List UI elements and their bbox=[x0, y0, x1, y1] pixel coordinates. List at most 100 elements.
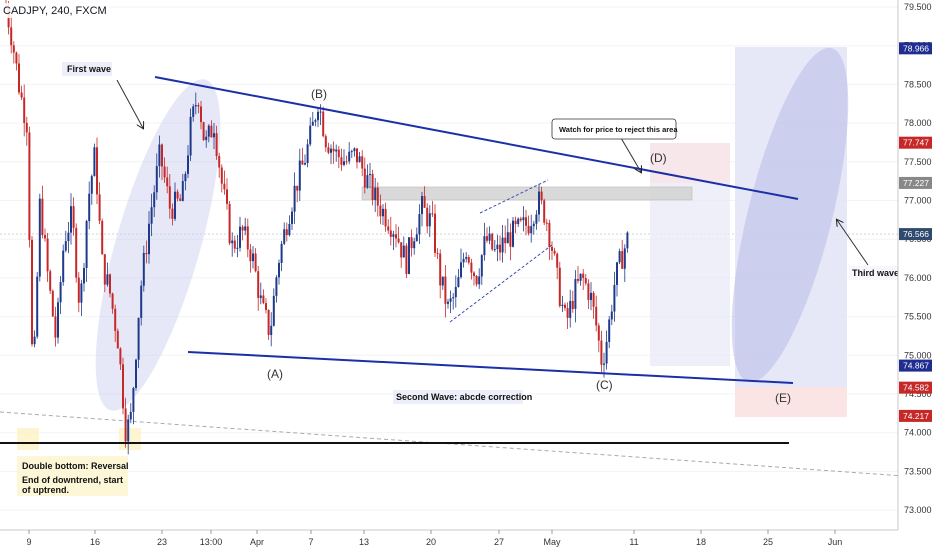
dashed-trendline bbox=[0, 411, 932, 479]
candle-body bbox=[335, 149, 338, 152]
watch-label-bg bbox=[551, 118, 677, 140]
candle-body bbox=[257, 271, 260, 298]
candle-body bbox=[512, 220, 514, 247]
candle-body bbox=[226, 189, 228, 204]
candle-body bbox=[311, 121, 314, 126]
candle-body bbox=[70, 206, 72, 233]
candle-body bbox=[205, 136, 208, 141]
candle-body bbox=[244, 226, 247, 231]
price-badge bbox=[899, 409, 932, 422]
candle-body bbox=[88, 193, 91, 222]
candle-body bbox=[540, 191, 543, 201]
x-tick-label: Jun bbox=[828, 537, 843, 547]
candle-body bbox=[301, 160, 304, 165]
candle-body bbox=[553, 250, 556, 254]
candle-body bbox=[233, 240, 236, 249]
candle-body bbox=[522, 217, 525, 221]
candle-body bbox=[314, 120, 317, 122]
candle-body bbox=[389, 230, 392, 237]
candle-body bbox=[93, 147, 96, 177]
second-wave-label-bg bbox=[393, 390, 523, 404]
price-badge bbox=[899, 359, 932, 372]
candle-body bbox=[488, 233, 491, 241]
candle-body bbox=[239, 226, 241, 248]
third-wave-arrow bbox=[837, 220, 869, 266]
candle-body bbox=[83, 268, 85, 284]
channel-bottom bbox=[449, 244, 553, 323]
y-tick-label: 79.500 bbox=[904, 2, 932, 12]
candle-body bbox=[18, 63, 20, 93]
candle-body bbox=[350, 151, 353, 153]
candle-body bbox=[530, 226, 533, 234]
x-tick-label: 20 bbox=[426, 537, 436, 547]
candle-body bbox=[470, 262, 473, 273]
x-tick-label: 25 bbox=[763, 537, 773, 547]
price-badge-label: 77.747 bbox=[903, 138, 929, 148]
grid bbox=[0, 6, 898, 511]
candle-body bbox=[246, 226, 249, 250]
candle-body bbox=[369, 173, 371, 176]
x-tick-label: 9 bbox=[26, 537, 31, 547]
candle-body bbox=[129, 411, 132, 420]
candle-body bbox=[382, 208, 384, 217]
y-tick-label: 75.000 bbox=[904, 350, 932, 360]
rejection-zone-d bbox=[650, 143, 730, 183]
candle-body bbox=[168, 186, 171, 209]
candle-body bbox=[499, 244, 501, 253]
candle-body bbox=[506, 232, 509, 244]
candle-body bbox=[72, 206, 75, 228]
x-tick-label: 27 bbox=[494, 537, 504, 547]
candle-body bbox=[64, 241, 67, 251]
candle-body bbox=[457, 277, 460, 287]
candle-body bbox=[460, 262, 462, 278]
candle-body bbox=[462, 258, 465, 263]
candle-body bbox=[59, 282, 62, 303]
candle-body bbox=[306, 144, 309, 164]
y-tick-label: 76.000 bbox=[904, 273, 932, 283]
candle-body bbox=[332, 148, 335, 152]
candle-body bbox=[366, 175, 369, 188]
candle-body bbox=[210, 125, 213, 138]
candle-body bbox=[493, 249, 496, 251]
candle-body bbox=[49, 271, 52, 291]
candle-body bbox=[579, 273, 582, 281]
candle-body bbox=[298, 160, 301, 191]
candle-body bbox=[413, 241, 416, 249]
candle-body bbox=[595, 306, 598, 326]
wave-label-c: (C) bbox=[596, 378, 613, 392]
candle-body bbox=[582, 273, 585, 279]
price-badge-label: 74.217 bbox=[903, 411, 929, 421]
candle-body bbox=[116, 330, 119, 349]
wave-label-e: (E) bbox=[775, 391, 791, 405]
x-tick-label: Apr bbox=[250, 537, 264, 547]
candle-body bbox=[327, 147, 330, 153]
candle-body bbox=[262, 295, 265, 304]
candle-body bbox=[600, 340, 603, 365]
candle-body bbox=[293, 185, 296, 212]
first-wave-arrow bbox=[116, 79, 143, 128]
candle-body bbox=[270, 325, 273, 335]
candle-body bbox=[509, 232, 512, 247]
candle-body bbox=[452, 297, 455, 299]
x-tick-label: 11 bbox=[629, 537, 638, 547]
end-downtrend-line1: End of downtrend, start bbox=[22, 475, 123, 485]
candle-body bbox=[410, 237, 413, 249]
x-tick-label: 23 bbox=[157, 537, 167, 547]
candle-body bbox=[187, 155, 189, 174]
candle-body bbox=[254, 253, 257, 272]
price-badge bbox=[899, 381, 932, 394]
candle-body bbox=[124, 408, 127, 442]
candle-body bbox=[145, 252, 148, 255]
candle-body bbox=[272, 295, 275, 326]
price-badge bbox=[899, 42, 932, 55]
candle-body bbox=[122, 364, 124, 409]
candle-body bbox=[441, 276, 444, 286]
candle-body bbox=[267, 309, 270, 335]
candle-body bbox=[150, 207, 153, 224]
price-axis[interactable] bbox=[898, 0, 932, 550]
candle-body bbox=[592, 292, 595, 307]
double-bottom-label: Double bottom: Reversal bbox=[22, 461, 129, 471]
candle-body bbox=[483, 236, 486, 256]
candle-body bbox=[496, 244, 499, 250]
